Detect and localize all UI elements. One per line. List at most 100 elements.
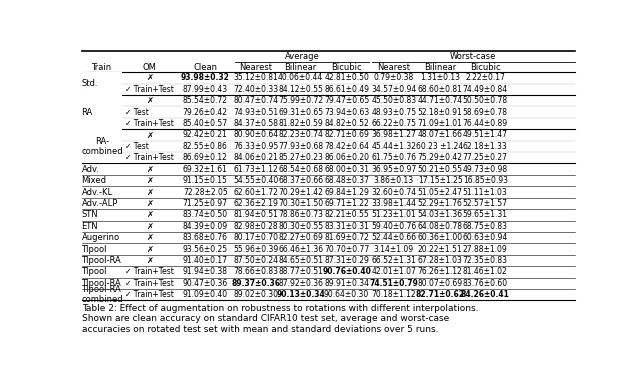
Text: 42.81±0.50: 42.81±0.50 xyxy=(324,73,369,82)
Text: 59.65±1.31: 59.65±1.31 xyxy=(463,210,508,219)
Text: ✓ Test: ✓ Test xyxy=(125,108,148,117)
Text: Bicubic: Bicubic xyxy=(470,63,500,72)
Text: 62.18±1.33: 62.18±1.33 xyxy=(463,142,508,151)
Text: 36.95±0.97: 36.95±0.97 xyxy=(371,165,417,174)
Text: Adv.-ALP: Adv.-ALP xyxy=(81,199,118,208)
Text: Nearest: Nearest xyxy=(377,63,410,72)
Text: Worst-case: Worst-case xyxy=(450,52,496,61)
Text: 33.98±1.44: 33.98±1.44 xyxy=(371,199,416,208)
Text: 72.35±0.83: 72.35±0.83 xyxy=(463,256,508,265)
Text: 85.40±0.57: 85.40±0.57 xyxy=(182,119,228,128)
Text: 16.85±0.93: 16.85±0.93 xyxy=(463,176,508,185)
Text: 0.79±0.38: 0.79±0.38 xyxy=(374,73,414,82)
Text: 61.75±0.76: 61.75±0.76 xyxy=(371,153,416,162)
Text: 71.09±1.01: 71.09±1.01 xyxy=(418,119,463,128)
Text: 42.01±1.07: 42.01±1.07 xyxy=(371,267,416,276)
Text: 77.93±0.68: 77.93±0.68 xyxy=(278,142,323,151)
Text: 54.55±0.40: 54.55±0.40 xyxy=(234,176,278,185)
Text: 75.99±0.72: 75.99±0.72 xyxy=(278,96,323,105)
Text: 84.65±0.51: 84.65±0.51 xyxy=(278,256,323,265)
Text: 89.02±0.30: 89.02±0.30 xyxy=(234,290,278,299)
Text: 76.44±0.89: 76.44±0.89 xyxy=(463,119,508,128)
Text: 52.18±0.91: 52.18±0.91 xyxy=(418,108,463,117)
Text: 84.37±0.58: 84.37±0.58 xyxy=(234,119,278,128)
Text: 79.47±0.65: 79.47±0.65 xyxy=(324,96,369,105)
Text: Mixed: Mixed xyxy=(81,176,106,185)
Text: TIpool-RA: TIpool-RA xyxy=(81,256,121,265)
Text: ✗: ✗ xyxy=(146,245,153,254)
Text: 81.69±0.72: 81.69±0.72 xyxy=(324,233,369,242)
Text: 89.91±0.34: 89.91±0.34 xyxy=(324,279,369,288)
Text: 52.57±1.57: 52.57±1.57 xyxy=(463,199,508,208)
Text: 91.94±0.38: 91.94±0.38 xyxy=(183,267,228,276)
Text: TIpool: TIpool xyxy=(81,245,107,254)
Text: 76.33±0.95: 76.33±0.95 xyxy=(234,142,278,151)
Text: 69.31±0.65: 69.31±0.65 xyxy=(278,108,323,117)
Text: 93.98±0.32: 93.98±0.32 xyxy=(181,73,230,82)
Text: 58.69±0.78: 58.69±0.78 xyxy=(463,108,508,117)
Text: 78.86±0.73: 78.86±0.73 xyxy=(278,210,323,219)
Text: 75.29±0.42: 75.29±0.42 xyxy=(417,153,463,162)
Text: 60.63±0.94: 60.63±0.94 xyxy=(463,233,508,242)
Text: ✗: ✗ xyxy=(146,222,153,231)
Text: ✗: ✗ xyxy=(146,233,153,242)
Text: 84.26±0.41: 84.26±0.41 xyxy=(461,290,509,299)
Text: 91.15±0.15: 91.15±0.15 xyxy=(183,176,228,185)
Text: 68.48±0.37: 68.48±0.37 xyxy=(324,176,369,185)
Text: ✗: ✗ xyxy=(146,176,153,185)
Text: 80.07±0.69: 80.07±0.69 xyxy=(417,279,463,288)
Text: 89.37±0.36: 89.37±0.36 xyxy=(232,279,280,288)
Text: 27.88±1.09: 27.88±1.09 xyxy=(463,245,508,254)
Text: ✓ Train+Test: ✓ Train+Test xyxy=(125,119,173,128)
Text: 82.27±0.69: 82.27±0.69 xyxy=(278,233,323,242)
Text: 17.15±1.25: 17.15±1.25 xyxy=(418,176,463,185)
Text: 87.92±0.36: 87.92±0.36 xyxy=(278,279,323,288)
Text: 91.40±0.17: 91.40±0.17 xyxy=(183,256,228,265)
Text: 91.09±0.40: 91.09±0.40 xyxy=(182,290,228,299)
Text: 68.75±0.83: 68.75±0.83 xyxy=(463,222,508,231)
Text: 54.03±1.36: 54.03±1.36 xyxy=(417,210,463,219)
Text: 87.50±0.24: 87.50±0.24 xyxy=(234,256,278,265)
Text: 83.31±0.31: 83.31±0.31 xyxy=(324,222,369,231)
Text: 68.60±0.81: 68.60±0.81 xyxy=(418,85,463,94)
Text: 72.40±0.33: 72.40±0.33 xyxy=(234,85,278,94)
Text: Std.: Std. xyxy=(81,79,98,88)
Text: 36.98±1.27: 36.98±1.27 xyxy=(371,130,416,139)
Bar xyxy=(83,95,122,129)
Text: 84.06±0.21: 84.06±0.21 xyxy=(234,153,278,162)
Text: Adv.-KL: Adv.-KL xyxy=(81,188,113,196)
Text: 52.44±0.66: 52.44±0.66 xyxy=(371,233,416,242)
Text: RA: RA xyxy=(81,108,93,117)
Text: Bicubic: Bicubic xyxy=(332,63,362,72)
Text: 80.17±0.70: 80.17±0.70 xyxy=(234,233,278,242)
Text: 85.27±0.23: 85.27±0.23 xyxy=(278,153,323,162)
Text: 49.73±0.98: 49.73±0.98 xyxy=(463,165,508,174)
Text: ✓ Train+Test: ✓ Train+Test xyxy=(125,267,173,276)
Text: 85.54±0.72: 85.54±0.72 xyxy=(183,96,228,105)
Text: 50.50±0.78: 50.50±0.78 xyxy=(463,96,508,105)
Text: 90.64±0.30: 90.64±0.30 xyxy=(324,290,369,299)
Text: 1.31±0.13: 1.31±0.13 xyxy=(420,73,460,82)
Text: 3.86±0.13: 3.86±0.13 xyxy=(374,176,414,185)
Text: ✗: ✗ xyxy=(146,199,153,208)
Text: TIpool: TIpool xyxy=(81,267,107,276)
Text: 48.93±0.75: 48.93±0.75 xyxy=(371,108,416,117)
Text: 82.23±0.74: 82.23±0.74 xyxy=(278,130,323,139)
Bar xyxy=(83,72,122,95)
Text: ✗: ✗ xyxy=(146,96,153,105)
Text: OM: OM xyxy=(143,63,156,72)
Text: ✓ Train+Test: ✓ Train+Test xyxy=(125,279,173,288)
Text: ✗: ✗ xyxy=(146,130,153,139)
Text: 69.32±1.61: 69.32±1.61 xyxy=(183,165,228,174)
Text: 67.28±1.03: 67.28±1.03 xyxy=(418,256,463,265)
Text: 68.00±0.31: 68.00±0.31 xyxy=(324,165,369,174)
Text: 66.22±0.75: 66.22±0.75 xyxy=(371,119,416,128)
Text: 84.39±0.09: 84.39±0.09 xyxy=(182,222,228,231)
Text: 80.47±0.74: 80.47±0.74 xyxy=(234,96,278,105)
Text: 88.77±0.51: 88.77±0.51 xyxy=(278,267,323,276)
Text: 83.76±0.60: 83.76±0.60 xyxy=(463,279,508,288)
Text: TIpool-RA
combined: TIpool-RA combined xyxy=(81,285,123,305)
Text: 60.36±1.00: 60.36±1.00 xyxy=(417,233,463,242)
Text: 79.26±0.42: 79.26±0.42 xyxy=(183,108,228,117)
Text: 93.56±0.25: 93.56±0.25 xyxy=(182,245,228,254)
